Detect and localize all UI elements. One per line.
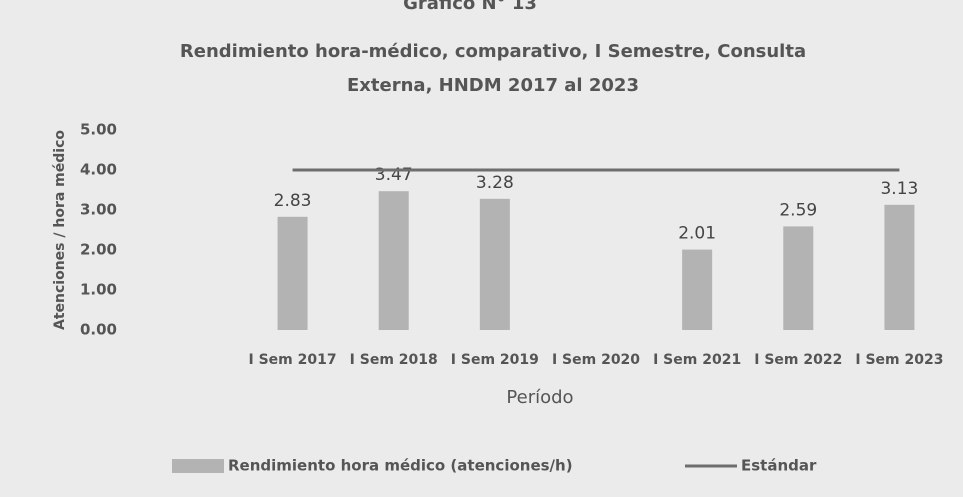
x-tick-label: I Sem 2021 bbox=[653, 352, 741, 368]
y-tick-label: 0.00 bbox=[80, 321, 117, 339]
data-label: 3.28 bbox=[476, 173, 514, 193]
x-tick-label: I Sem 2019 bbox=[451, 352, 539, 368]
bar bbox=[378, 191, 409, 330]
y-axis-title: Atenciones / hora médico bbox=[52, 130, 68, 330]
chart-title: Externa, HNDM 2017 al 2023 bbox=[347, 75, 639, 96]
y-tick-label: 3.00 bbox=[80, 201, 117, 219]
x-tick-label: I Sem 2017 bbox=[249, 352, 337, 368]
bar bbox=[884, 204, 915, 330]
y-tick-label: 4.00 bbox=[80, 161, 117, 179]
x-tick-label: I Sem 2022 bbox=[754, 352, 842, 368]
y-tick-label: 1.00 bbox=[80, 281, 117, 299]
data-label: 3.13 bbox=[880, 179, 918, 199]
data-label: 2.01 bbox=[678, 224, 716, 244]
x-tick-label: I Sem 2023 bbox=[855, 352, 943, 368]
data-label: 2.83 bbox=[274, 191, 312, 211]
y-tick-label: 2.00 bbox=[80, 241, 117, 259]
x-tick-label: I Sem 2020 bbox=[552, 352, 640, 368]
data-label: 3.47 bbox=[375, 165, 413, 185]
bar bbox=[682, 249, 713, 330]
legend-label: Rendimiento hora médico (atenciones/h) bbox=[228, 457, 573, 475]
data-label: 2.59 bbox=[779, 200, 817, 220]
bar bbox=[479, 198, 510, 330]
legend-label: Estándar bbox=[741, 457, 817, 475]
legend-swatch bbox=[172, 459, 224, 473]
bar bbox=[783, 226, 814, 330]
supertitle: Gráfico N° 13 bbox=[403, 0, 537, 14]
x-axis-title: Período bbox=[506, 387, 573, 408]
chart-title: Rendimiento hora-médico, comparativo, I … bbox=[180, 41, 806, 62]
y-tick-label: 5.00 bbox=[80, 121, 117, 139]
x-tick-label: I Sem 2018 bbox=[350, 352, 438, 368]
bar bbox=[277, 216, 308, 330]
